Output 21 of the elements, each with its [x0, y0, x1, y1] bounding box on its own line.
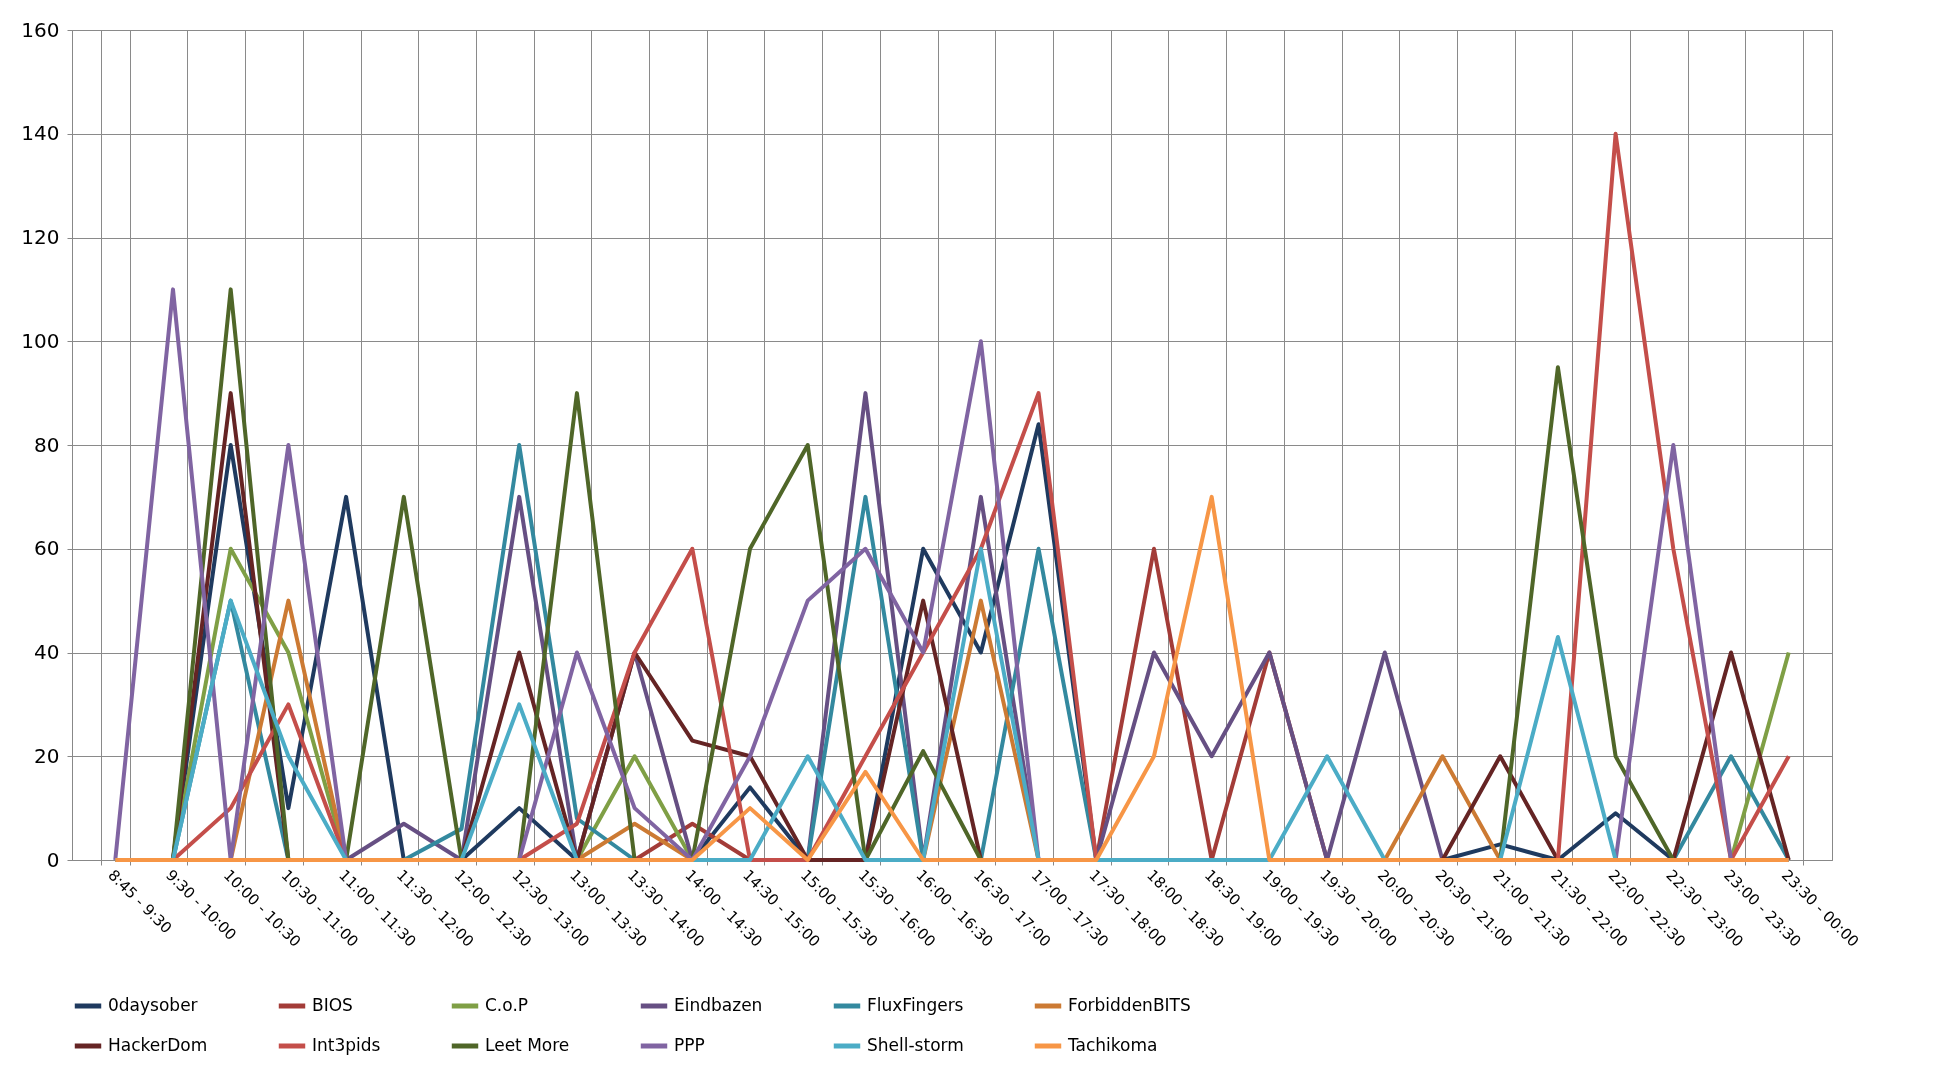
legend-label: FluxFingers	[867, 995, 964, 1015]
y-tick-label: 20	[34, 743, 60, 768]
legend-label: C.o.P	[485, 995, 529, 1015]
legend-label: Eindbazen	[674, 995, 763, 1015]
legend-label: Leet More	[485, 1035, 570, 1055]
legend-label: Tachikoma	[1067, 1035, 1158, 1055]
legend-label: Shell-storm	[867, 1035, 964, 1055]
legend-label: HackerDom	[108, 1035, 208, 1055]
legend-label: ForbiddenBITS	[1068, 995, 1191, 1015]
legend-label: 0daysober	[108, 995, 198, 1015]
legend-label: BIOS	[312, 995, 353, 1015]
y-tick-label: 140	[21, 121, 60, 146]
legend-label: PPP	[674, 1035, 705, 1055]
y-tick-label: 0	[46, 847, 60, 872]
y-tick-label: 100	[21, 328, 60, 353]
y-tick-label: 60	[34, 536, 60, 561]
legend-label: Int3pids	[312, 1035, 381, 1055]
y-tick-label: 40	[34, 640, 60, 664]
y-tick-label: 120	[21, 225, 60, 249]
y-tick-label: 80	[34, 432, 60, 457]
y-tick-label: 160	[21, 17, 60, 42]
